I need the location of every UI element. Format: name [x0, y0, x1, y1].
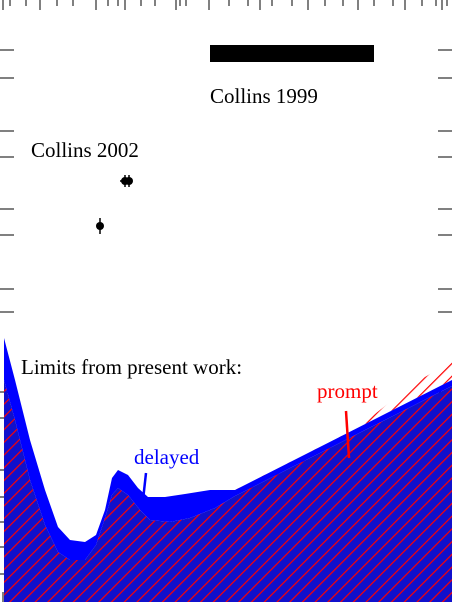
data-point [96, 222, 104, 230]
collins-2002-label: Collins 2002 [31, 138, 139, 162]
collins-2002-points [96, 175, 133, 234]
collins-1999-bar [210, 45, 374, 62]
data-point [125, 177, 133, 185]
collins-1999-bars [210, 45, 374, 62]
limits-heading: Limits from present work: [21, 355, 242, 379]
prompt-pointer [344, 410, 351, 459]
delayed-label: delayed [134, 445, 200, 469]
delayed-pointer [141, 472, 148, 501]
prompt-label: prompt [317, 379, 378, 403]
excluded-region [4, 380, 452, 602]
collins-1999-label: Collins 1999 [210, 84, 318, 108]
label-pointers [141, 410, 351, 501]
